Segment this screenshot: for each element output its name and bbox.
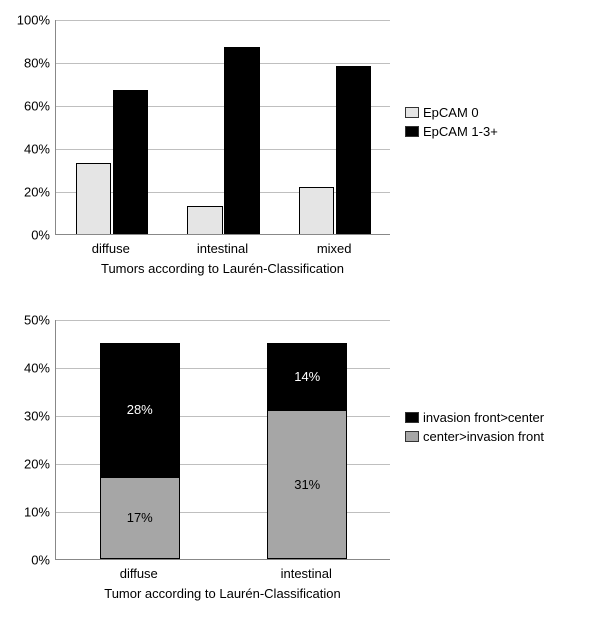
bottom-plot: 17% 28% 31% 14% xyxy=(55,320,390,560)
x-tick-label: mixed xyxy=(317,241,352,256)
legend-swatch xyxy=(405,431,419,442)
y-tick-label: 0% xyxy=(10,553,50,568)
legend-item: center>invasion front xyxy=(405,429,544,444)
bottom-chart: 17% 28% 31% 14% 0% 10% 20% 30% 40% 50% diffuse inte… xyxy=(0,300,600,638)
legend-swatch xyxy=(405,412,419,423)
x-tick-label: intestinal xyxy=(197,241,248,256)
bar xyxy=(187,206,223,234)
legend-item: EpCAM 0 xyxy=(405,105,498,120)
legend-label: center>invasion front xyxy=(423,429,544,444)
y-tick-label: 30% xyxy=(10,409,50,424)
top-legend: EpCAM 0 EpCAM 1-3+ xyxy=(405,105,498,143)
bar xyxy=(224,47,260,234)
y-tick-label: 40% xyxy=(10,142,50,157)
legend-swatch xyxy=(405,126,419,137)
bar-segment: 31% xyxy=(267,410,347,559)
bottom-legend: invasion front>center center>invasion fro… xyxy=(405,410,544,448)
bar-segment: 28% xyxy=(100,343,180,477)
bar-segment: 17% xyxy=(100,477,180,559)
x-tick-label: diffuse xyxy=(92,241,130,256)
bar xyxy=(299,187,335,234)
bar-value-label: 14% xyxy=(268,369,346,384)
y-tick-label: 20% xyxy=(10,457,50,472)
x-axis-title: Tumors according to Laurén-Classificatio… xyxy=(55,261,390,276)
legend-item: EpCAM 1-3+ xyxy=(405,124,498,139)
legend-swatch xyxy=(405,107,419,118)
y-tick-label: 20% xyxy=(10,185,50,200)
bar-value-label: 31% xyxy=(268,477,346,492)
y-tick-label: 60% xyxy=(10,99,50,114)
bar xyxy=(336,66,372,234)
y-tick-label: 80% xyxy=(10,56,50,71)
x-axis-title: Tumor according to Laurén-Classification xyxy=(55,586,390,601)
y-tick-label: 0% xyxy=(10,228,50,243)
x-tick-label: intestinal xyxy=(281,566,332,581)
bar-value-label: 17% xyxy=(101,510,179,525)
y-axis: 0%10%20%30%40%50% xyxy=(0,320,55,560)
y-tick-label: 40% xyxy=(10,361,50,376)
top-plot xyxy=(55,20,390,235)
bar-segment: 14% xyxy=(267,343,347,410)
x-tick-label: diffuse xyxy=(120,566,158,581)
gridline xyxy=(56,20,390,21)
bar-value-label: 28% xyxy=(101,402,179,417)
legend-label: EpCAM 0 xyxy=(423,105,479,120)
legend-item: invasion front>center xyxy=(405,410,544,425)
bar xyxy=(113,90,149,234)
legend-label: EpCAM 1-3+ xyxy=(423,124,498,139)
legend-label: invasion front>center xyxy=(423,410,544,425)
y-axis: 0%20%40%60%80%100% xyxy=(0,20,55,235)
y-tick-label: 50% xyxy=(10,313,50,328)
gridline xyxy=(56,63,390,64)
top-chart: 0% 20% 40% 60% 80% 100% diffuse intestinal mixed… xyxy=(0,0,600,300)
y-tick-label: 10% xyxy=(10,505,50,520)
gridline xyxy=(56,320,390,321)
y-tick-label: 100% xyxy=(10,13,50,28)
bar xyxy=(76,163,112,234)
